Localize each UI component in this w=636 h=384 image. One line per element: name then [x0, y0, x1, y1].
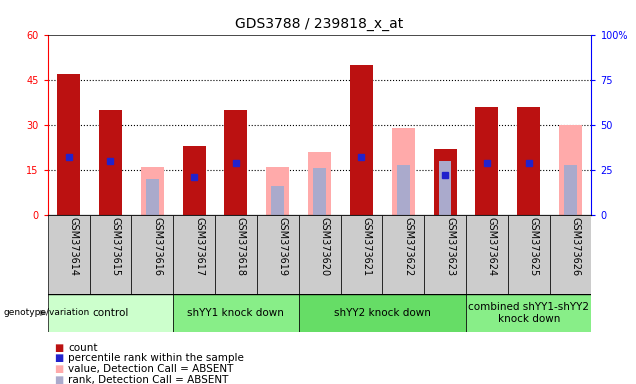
Text: ■: ■	[54, 375, 64, 384]
Bar	[173, 215, 215, 294]
Bar	[434, 149, 457, 215]
Text: GSM373626: GSM373626	[570, 217, 581, 276]
Bar	[132, 215, 173, 294]
Bar	[424, 215, 466, 294]
Text: ■: ■	[54, 364, 64, 374]
Text: GSM373617: GSM373617	[194, 217, 204, 276]
Title: GDS3788 / 239818_x_at: GDS3788 / 239818_x_at	[235, 17, 404, 31]
Bar	[225, 110, 247, 215]
Bar	[266, 167, 289, 215]
Text: GSM373624: GSM373624	[487, 217, 497, 276]
Text: shYY1 knock down: shYY1 knock down	[188, 308, 284, 318]
Bar	[183, 146, 205, 215]
Text: GSM373618: GSM373618	[236, 217, 246, 276]
Text: GSM373623: GSM373623	[445, 217, 455, 276]
Text: ■: ■	[54, 343, 64, 353]
Bar	[475, 107, 499, 215]
Text: GSM373622: GSM373622	[403, 217, 413, 276]
Bar	[550, 215, 591, 294]
Bar	[314, 168, 326, 215]
Text: value, Detection Call = ABSENT: value, Detection Call = ABSENT	[68, 364, 233, 374]
Text: shYY2 knock down: shYY2 knock down	[334, 308, 431, 318]
Text: GSM373615: GSM373615	[111, 217, 120, 276]
Bar	[350, 65, 373, 215]
Bar	[340, 215, 382, 294]
Bar	[392, 128, 415, 215]
Text: GSM373620: GSM373620	[319, 217, 329, 276]
Text: genotype/variation: genotype/variation	[3, 308, 90, 318]
Bar	[99, 110, 122, 215]
Bar	[215, 215, 257, 294]
Bar	[559, 125, 582, 215]
Bar	[141, 167, 164, 215]
Bar	[48, 294, 173, 332]
Bar	[48, 215, 90, 294]
Bar	[466, 215, 508, 294]
Bar	[57, 74, 80, 215]
Text: GSM373616: GSM373616	[152, 217, 162, 276]
Bar	[299, 294, 466, 332]
Text: GSM373619: GSM373619	[278, 217, 287, 276]
Bar	[308, 152, 331, 215]
Bar	[299, 215, 340, 294]
Bar	[508, 215, 550, 294]
Text: GSM373621: GSM373621	[361, 217, 371, 276]
Bar	[90, 215, 132, 294]
Text: ■: ■	[54, 353, 64, 363]
Bar	[564, 164, 577, 215]
Bar	[382, 215, 424, 294]
Bar	[397, 164, 410, 215]
Bar	[146, 179, 158, 215]
Bar	[439, 161, 452, 215]
Text: percentile rank within the sample: percentile rank within the sample	[68, 353, 244, 363]
Text: GSM373625: GSM373625	[529, 217, 539, 276]
Bar	[466, 294, 591, 332]
Bar	[272, 186, 284, 215]
Bar	[257, 215, 299, 294]
Text: rank, Detection Call = ABSENT: rank, Detection Call = ABSENT	[68, 375, 228, 384]
Text: combined shYY1-shYY2
knock down: combined shYY1-shYY2 knock down	[468, 302, 589, 324]
Bar	[517, 107, 540, 215]
Text: count: count	[68, 343, 97, 353]
Text: GSM373614: GSM373614	[69, 217, 79, 276]
Bar	[173, 294, 299, 332]
Text: control: control	[92, 308, 128, 318]
